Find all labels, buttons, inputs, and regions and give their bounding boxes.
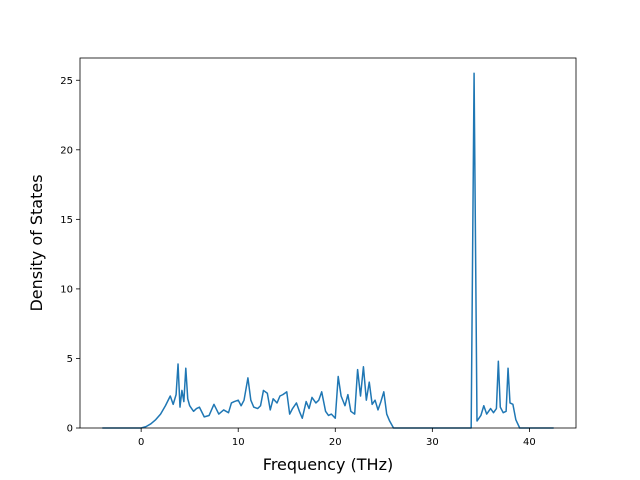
- y-tick-label: 20: [60, 145, 73, 156]
- x-tick-label: 10: [232, 437, 245, 448]
- y-tick-label: 5: [67, 354, 73, 365]
- y-tick-label: 0: [67, 424, 73, 435]
- y-tick-label: 25: [60, 76, 73, 87]
- x-tick-label: 0: [138, 437, 144, 448]
- plot-frame: [79, 57, 577, 429]
- x-axis-label: Frequency (THz): [263, 455, 393, 474]
- x-tick-label: 20: [329, 437, 342, 448]
- plot-area: [80, 58, 576, 428]
- x-tick-label: 40: [523, 437, 536, 448]
- y-tick-label: 15: [60, 215, 73, 226]
- y-axis-ticks: 0 5 10 15 20 25: [60, 76, 80, 435]
- x-axis-ticks: 0 10 20 30 40: [138, 428, 536, 448]
- series-line: [102, 72, 554, 429]
- y-axis-label: Density of States: [27, 174, 46, 311]
- x-tick-label: 30: [426, 437, 439, 448]
- y-tick-label: 10: [60, 284, 73, 295]
